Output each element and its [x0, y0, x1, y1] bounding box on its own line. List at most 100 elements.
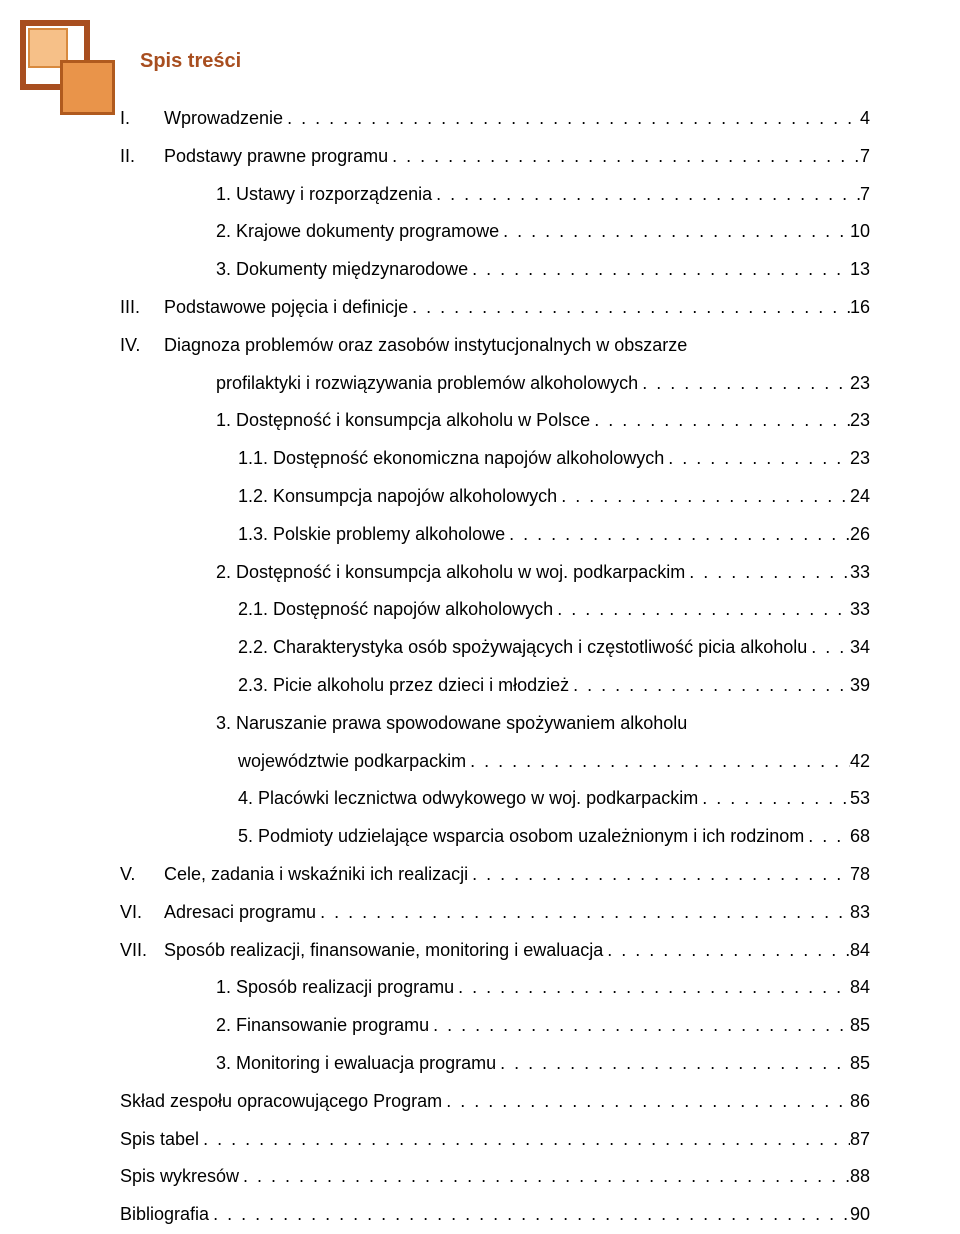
table-of-contents: I.Wprowadzenie. . . . . . . . . . . . . … — [120, 100, 870, 1234]
toc-row: 1. Ustawy i rozporządzenia. . . . . . . … — [120, 176, 870, 214]
toc-leader-dots: . . . . . . . . . . . . . . . . . . . . … — [499, 213, 850, 251]
toc-label: 4. Placówki lecznictwa odwykowego w woj.… — [238, 780, 698, 818]
toc-row: IV.Diagnoza problemów oraz zasobów insty… — [120, 327, 870, 365]
toc-page-number: 23 — [850, 402, 870, 440]
toc-leader-dots: . . . . . . . . . . . . . . . . . . . . … — [432, 176, 860, 214]
toc-row: Spis tabel. . . . . . . . . . . . . . . … — [120, 1121, 870, 1159]
corner-decoration-icon — [20, 20, 115, 115]
toc-label: 1.1. Dostępność ekonomiczna napojów alko… — [238, 440, 664, 478]
toc-leader-dots: . . . . . . . . . . . . . . . . . . . . … — [603, 932, 850, 970]
toc-leader-dots: . . . . . . . . . . . . . . . . . . . . … — [316, 894, 850, 932]
toc-label: Spis tabel — [120, 1121, 199, 1159]
toc-leader-dots: . . . . . . . . . . . . . . . . . . . . … — [468, 251, 850, 289]
toc-leader-dots: . . . . . . . . . . . . . . . . . . . . … — [557, 478, 850, 516]
toc-leader-dots: . . . . . . . . . . . . . . . . . . . . … — [283, 100, 860, 138]
toc-row: 1.2. Konsumpcja napojów alkoholowych. . … — [120, 478, 870, 516]
toc-page-number: 16 — [850, 289, 870, 327]
toc-label: 3. Dokumenty międzynarodowe — [216, 251, 468, 289]
toc-leader-dots: . . . . . . . . . . . . . . . . . . . . … — [685, 554, 850, 592]
toc-label: województwie podkarpackim — [238, 743, 466, 781]
toc-page-number: 83 — [850, 894, 870, 932]
toc-label: Skład zespołu opracowującego Program — [120, 1083, 442, 1121]
toc-label: profilaktyki i rozwiązywania problemów a… — [216, 365, 638, 403]
toc-row: I.Wprowadzenie. . . . . . . . . . . . . … — [120, 100, 870, 138]
toc-label: Adresaci programu — [164, 894, 316, 932]
toc-label: Sposób realizacji, finansowanie, monitor… — [164, 932, 603, 970]
toc-row: V.Cele, zadania i wskaźniki ich realizac… — [120, 856, 870, 894]
toc-label: 1.2. Konsumpcja napojów alkoholowych — [238, 478, 557, 516]
toc-label: 3. Monitoring i ewaluacja programu — [216, 1045, 496, 1083]
toc-page-number: 88 — [850, 1158, 870, 1196]
toc-leader-dots: . . . . . . . . . . . . . . . . . . . . … — [199, 1121, 850, 1159]
toc-page-number: 86 — [850, 1083, 870, 1121]
toc-row: 4. Placówki lecznictwa odwykowego w woj.… — [120, 780, 870, 818]
toc-row: 1. Sposób realizacji programu. . . . . .… — [120, 969, 870, 1007]
toc-row: 1. Dostępność i konsumpcja alkoholu w Po… — [120, 402, 870, 440]
toc-page-number: 7 — [860, 176, 870, 214]
toc-page-number: 39 — [850, 667, 870, 705]
toc-number: V. — [120, 856, 164, 894]
toc-row: 2.3. Picie alkoholu przez dzieci i młodz… — [120, 667, 870, 705]
toc-number: I. — [120, 100, 164, 138]
toc-page-number: 84 — [850, 969, 870, 1007]
toc-label: 2.1. Dostępność napojów alkoholowych — [238, 591, 553, 629]
toc-leader-dots: . . . . . . . . . . . . . . . . . . . . … — [807, 629, 850, 667]
toc-page-number: 33 — [850, 591, 870, 629]
toc-page-number: 24 — [850, 478, 870, 516]
toc-leader-dots: . . . . . . . . . . . . . . . . . . . . … — [804, 818, 850, 856]
toc-row: 2.1. Dostępność napojów alkoholowych. . … — [120, 591, 870, 629]
toc-row: VI.Adresaci programu. . . . . . . . . . … — [120, 894, 870, 932]
toc-leader-dots: . . . . . . . . . . . . . . . . . . . . … — [429, 1007, 850, 1045]
toc-label: 1. Ustawy i rozporządzenia — [216, 176, 432, 214]
toc-leader-dots: . . . . . . . . . . . . . . . . . . . . … — [698, 780, 850, 818]
toc-leader-dots: . . . . . . . . . . . . . . . . . . . . … — [239, 1158, 850, 1196]
toc-leader-dots: . . . . . . . . . . . . . . . . . . . . … — [496, 1045, 850, 1083]
toc-label: Podstawy prawne programu — [164, 138, 388, 176]
toc-number: III. — [120, 289, 164, 327]
toc-row: 3. Monitoring i ewaluacja programu. . . … — [120, 1045, 870, 1083]
toc-page-number: 85 — [850, 1007, 870, 1045]
toc-page-number: 85 — [850, 1045, 870, 1083]
toc-leader-dots: . . . . . . . . . . . . . . . . . . . . … — [638, 365, 850, 403]
toc-label: 1. Sposób realizacji programu — [216, 969, 454, 1007]
toc-label: 2.2. Charakterystyka osób spożywających … — [238, 629, 807, 667]
toc-leader-dots: . . . . . . . . . . . . . . . . . . . . … — [569, 667, 850, 705]
toc-page-number: 90 — [850, 1196, 870, 1234]
toc-label: 2. Krajowe dokumenty programowe — [216, 213, 499, 251]
toc-page-number: 53 — [850, 780, 870, 818]
toc-label: 1.3. Polskie problemy alkoholowe — [238, 516, 505, 554]
toc-page-number: 7 — [860, 138, 870, 176]
toc-row: Bibliografia. . . . . . . . . . . . . . … — [120, 1196, 870, 1234]
toc-row: Skład zespołu opracowującego Program. . … — [120, 1083, 870, 1121]
toc-row: III.Podstawowe pojęcia i definicje. . . … — [120, 289, 870, 327]
toc-row: 1.3. Polskie problemy alkoholowe. . . . … — [120, 516, 870, 554]
toc-leader-dots: . . . . . . . . . . . . . . . . . . . . … — [664, 440, 850, 478]
toc-row: 5. Podmioty udzielające wsparcia osobom … — [120, 818, 870, 856]
toc-row: 2. Krajowe dokumenty programowe. . . . .… — [120, 213, 870, 251]
toc-page-number: 10 — [850, 213, 870, 251]
toc-row: II.Podstawy prawne programu. . . . . . .… — [120, 138, 870, 176]
toc-row: 1.1. Dostępność ekonomiczna napojów alko… — [120, 440, 870, 478]
toc-leader-dots: . . . . . . . . . . . . . . . . . . . . … — [209, 1196, 850, 1234]
toc-page-number: 68 — [850, 818, 870, 856]
toc-row: 3. Naruszanie prawa spowodowane spożywan… — [120, 705, 870, 743]
toc-page-number: 26 — [850, 516, 870, 554]
toc-leader-dots: . . . . . . . . . . . . . . . . . . . . … — [454, 969, 850, 1007]
page-title: Spis treści — [140, 40, 870, 82]
toc-page-number: 23 — [850, 440, 870, 478]
toc-label: 2.3. Picie alkoholu przez dzieci i młodz… — [238, 667, 569, 705]
toc-row: 2. Finansowanie programu. . . . . . . . … — [120, 1007, 870, 1045]
toc-page-number: 84 — [850, 932, 870, 970]
toc-leader-dots: . . . . . . . . . . . . . . . . . . . . … — [505, 516, 850, 554]
toc-number: IV. — [120, 327, 164, 365]
toc-row: 3. Dokumenty międzynarodowe. . . . . . .… — [120, 251, 870, 289]
toc-label: Diagnoza problemów oraz zasobów instytuc… — [164, 327, 687, 365]
toc-label: 2. Dostępność i konsumpcja alkoholu w wo… — [216, 554, 685, 592]
toc-row: Spis wykresów. . . . . . . . . . . . . .… — [120, 1158, 870, 1196]
toc-page-number: 78 — [850, 856, 870, 894]
toc-row: VII.Sposób realizacji, finansowanie, mon… — [120, 932, 870, 970]
toc-number: VI. — [120, 894, 164, 932]
toc-leader-dots: . . . . . . . . . . . . . . . . . . . . … — [468, 856, 850, 894]
toc-page-number: 87 — [850, 1121, 870, 1159]
toc-row: 2. Dostępność i konsumpcja alkoholu w wo… — [120, 554, 870, 592]
